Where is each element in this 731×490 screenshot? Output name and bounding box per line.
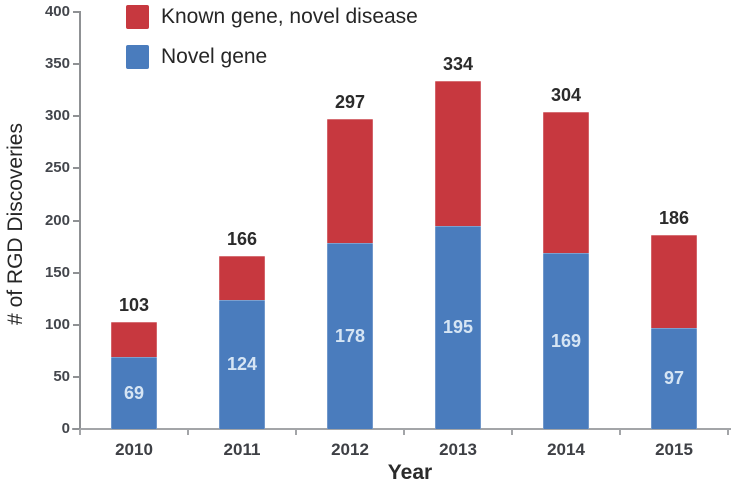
y-axis-tick bbox=[73, 428, 80, 430]
x-axis-tick bbox=[295, 429, 297, 435]
x-axis-title: Year bbox=[387, 461, 433, 484]
legend-swatch-novel-gene bbox=[126, 45, 149, 69]
y-axis-tick bbox=[73, 167, 80, 170]
bar-segment-novel-gene: 124 bbox=[219, 299, 265, 429]
y-tick-label: 300 bbox=[44, 107, 70, 125]
y-tick-label: 200 bbox=[44, 211, 70, 229]
x-axis-line bbox=[72, 428, 731, 430]
bar-segment-novel-gene: 195 bbox=[435, 225, 481, 429]
x-axis-tick bbox=[403, 429, 405, 435]
y-tick-label: 250 bbox=[44, 159, 70, 177]
bar-total-label: 186 bbox=[658, 208, 690, 229]
bar-segment-novel-gene: 178 bbox=[327, 243, 373, 429]
x-tick-label-year: 2015 bbox=[655, 440, 693, 459]
bar-segment-known-gene bbox=[111, 321, 157, 358]
y-axis-tick bbox=[73, 323, 80, 326]
x-tick-label-year: 2010 bbox=[115, 440, 153, 459]
x-axis-tick bbox=[727, 429, 729, 435]
y-axis-tick bbox=[73, 271, 80, 274]
y-tick-label: 100 bbox=[44, 315, 70, 333]
y-axis-tick bbox=[73, 115, 80, 118]
bar-segment-novel-gene: 97 bbox=[651, 327, 697, 429]
y-axis-title: # of RGD Discoveries bbox=[4, 123, 27, 325]
bar-value-label-novel-gene: 97 bbox=[663, 368, 685, 389]
bar-value-label-novel-gene: 195 bbox=[442, 317, 474, 338]
bar-total-label: 297 bbox=[334, 92, 366, 113]
y-tick-label: 400 bbox=[44, 3, 70, 20]
y-axis-tick bbox=[73, 219, 80, 222]
bar-value-label-novel-gene: 169 bbox=[550, 330, 582, 351]
y-tick-label: 150 bbox=[44, 263, 70, 281]
y-tick-label: 50 bbox=[53, 367, 70, 385]
x-axis-tick bbox=[79, 429, 81, 435]
bar-total-label: 166 bbox=[226, 228, 258, 249]
y-tick-label: 0 bbox=[61, 420, 70, 437]
x-axis-tick bbox=[511, 429, 513, 435]
bar-segment-known-gene bbox=[435, 80, 481, 226]
y-axis-tick bbox=[73, 375, 80, 378]
bar-segment-novel-gene: 169 bbox=[543, 252, 589, 429]
bar-value-label-novel-gene: 178 bbox=[334, 326, 366, 347]
y-axis-line bbox=[79, 11, 81, 435]
legend-label-known-gene: Known gene, novel disease bbox=[161, 5, 418, 28]
y-axis-tick bbox=[73, 11, 80, 13]
legend-swatch-known-gene bbox=[126, 5, 149, 29]
x-tick-label-year: 2013 bbox=[439, 440, 477, 459]
x-axis-tick bbox=[187, 429, 189, 435]
y-axis-tick bbox=[73, 63, 80, 66]
x-tick-label-year: 2014 bbox=[547, 440, 585, 459]
legend-label-novel-gene: Novel gene bbox=[161, 45, 268, 68]
bar-segment-known-gene bbox=[543, 112, 589, 253]
x-tick-label-year: 2011 bbox=[223, 440, 261, 459]
bar-value-label-novel-gene: 124 bbox=[226, 354, 258, 375]
bar-total-label: 304 bbox=[550, 85, 582, 106]
bar-segment-known-gene bbox=[327, 119, 373, 244]
bar-segment-novel-gene: 69 bbox=[111, 357, 157, 429]
bar-total-label: 334 bbox=[442, 53, 474, 74]
x-tick-label-year: 2012 bbox=[331, 440, 369, 459]
bar-value-label-novel-gene: 69 bbox=[123, 383, 145, 404]
bar-segment-known-gene bbox=[651, 235, 697, 328]
y-tick-label: 350 bbox=[44, 55, 70, 73]
bar-segment-known-gene bbox=[219, 255, 265, 300]
x-axis-tick bbox=[619, 429, 621, 435]
bar-total-label: 103 bbox=[118, 294, 150, 315]
